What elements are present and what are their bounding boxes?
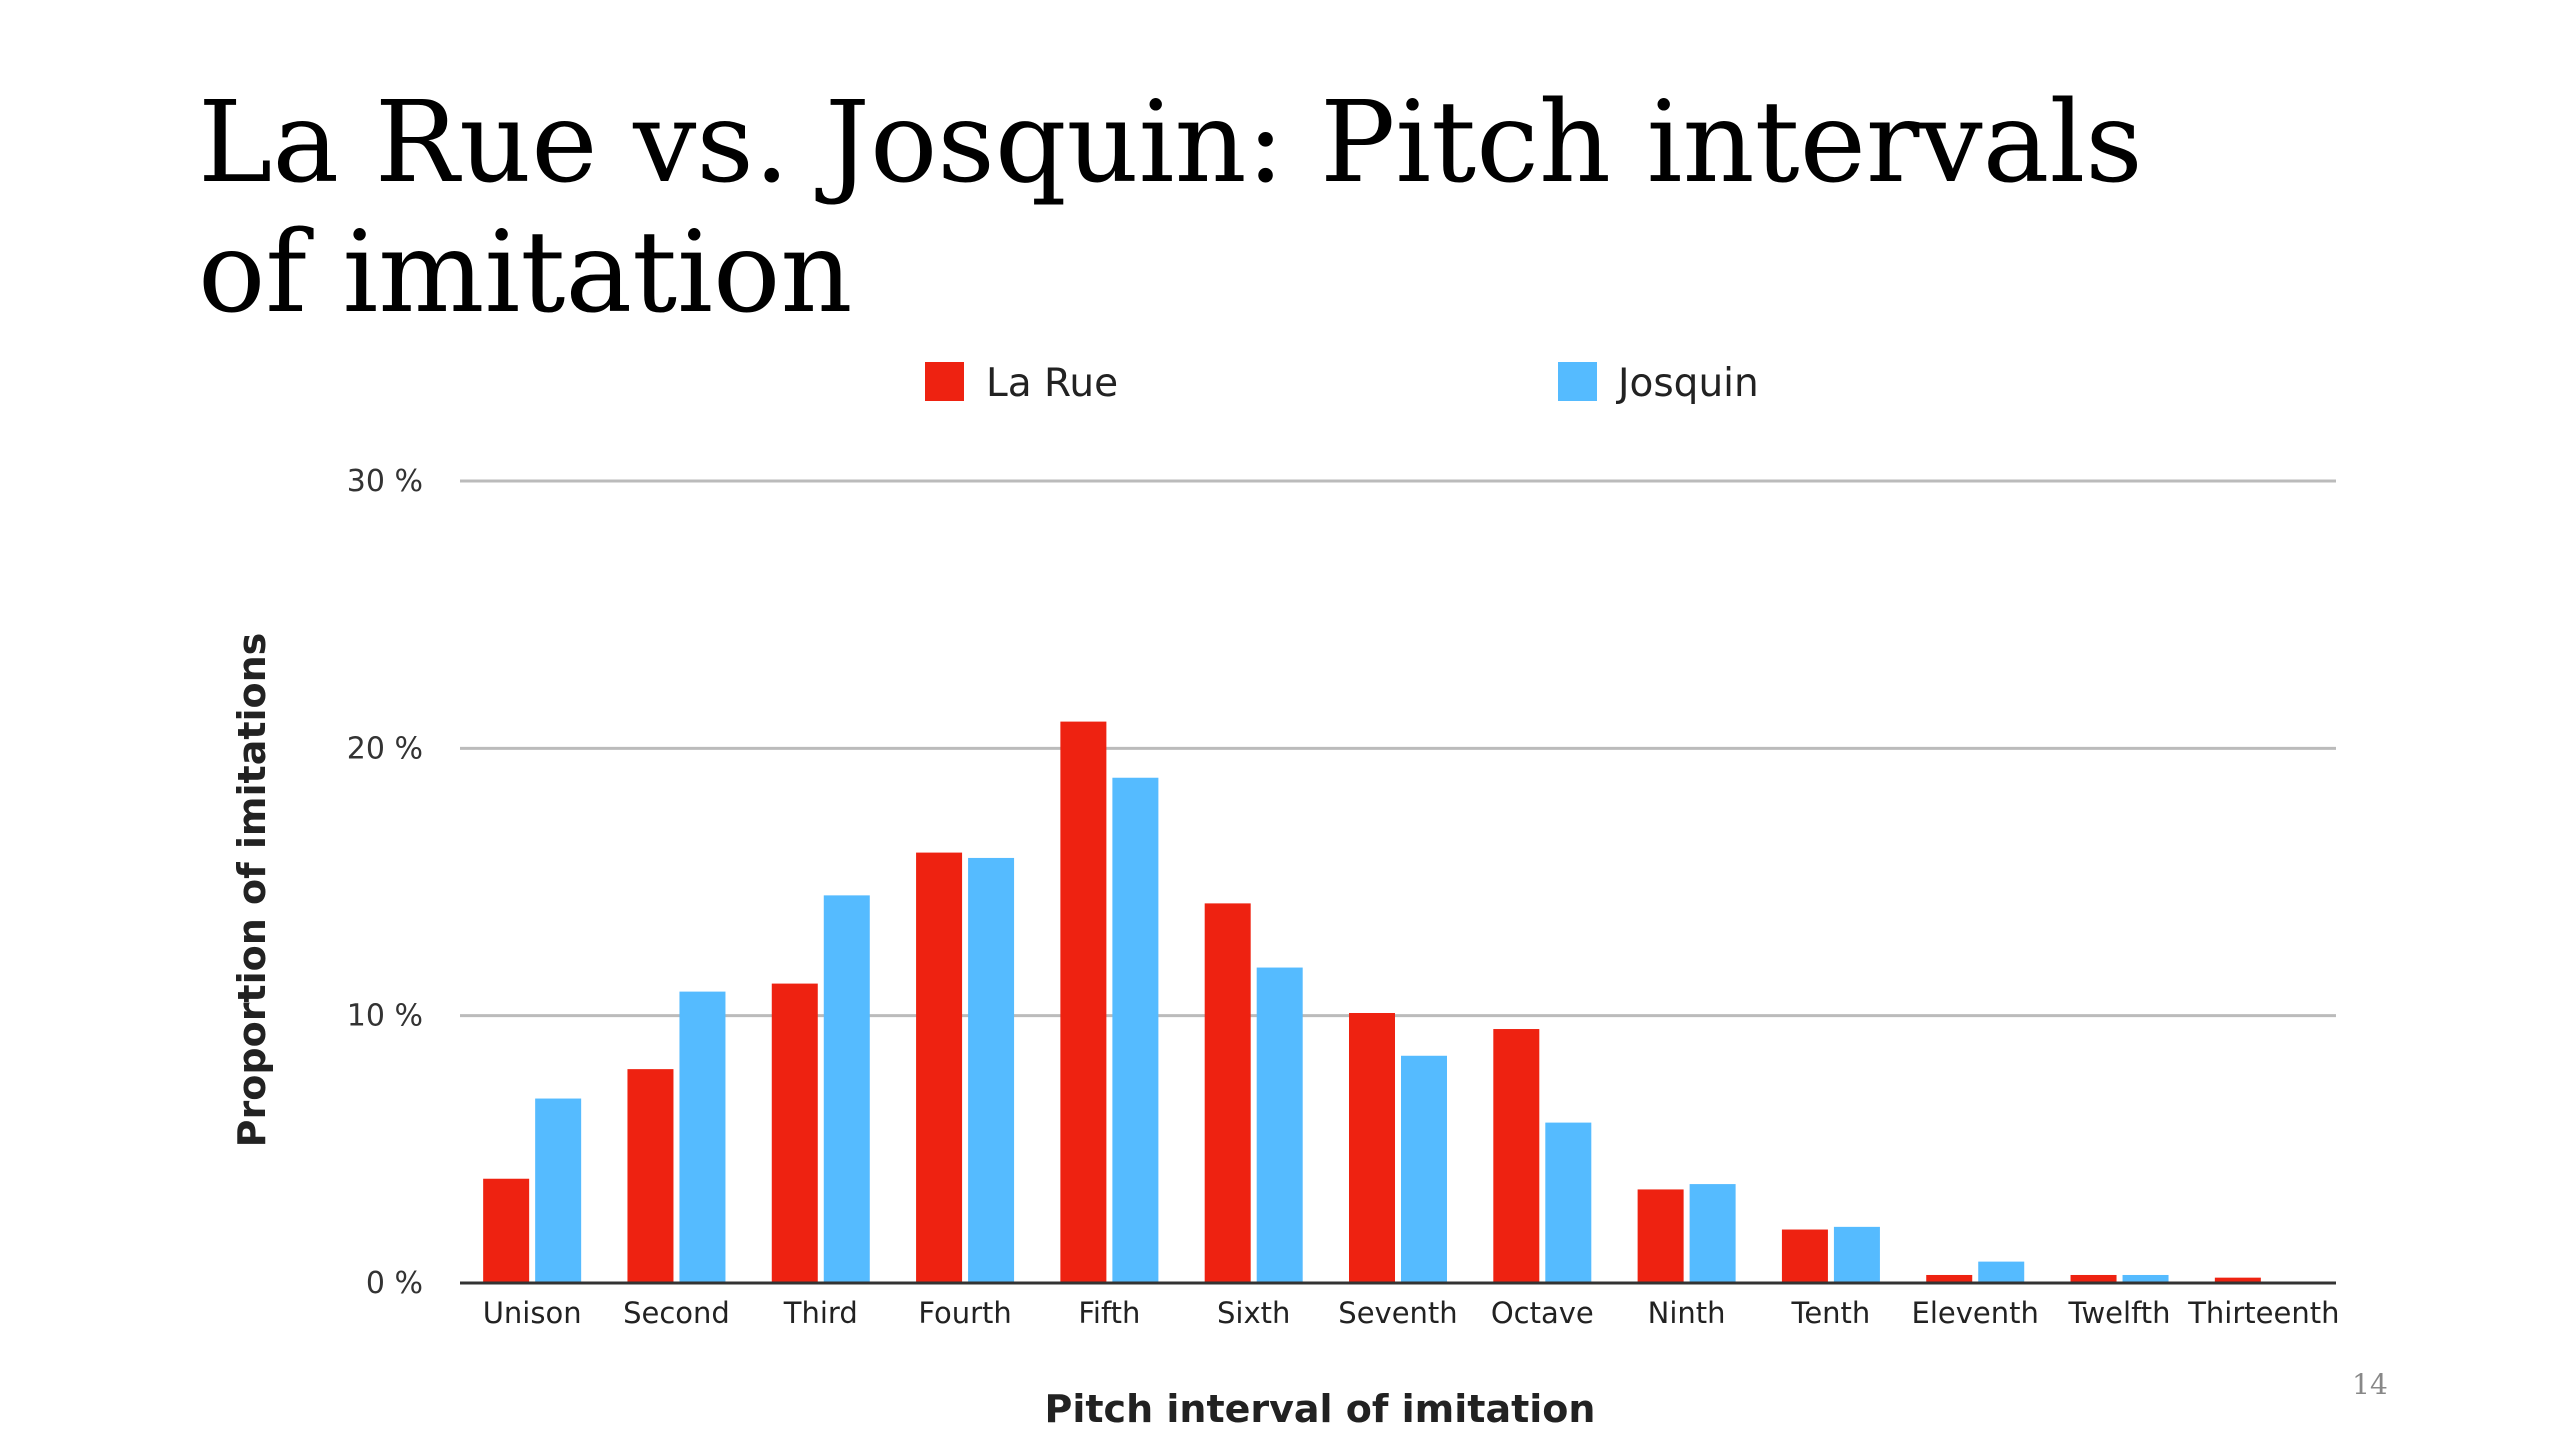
bar-josquin-octave	[1545, 1122, 1592, 1283]
bar-la-rue-twelfth	[2070, 1274, 2117, 1283]
y-tick-label: 30 %	[347, 464, 423, 499]
bar-la-rue-tenth	[1781, 1229, 1828, 1283]
y-axis-title: Proportion of imitations	[230, 633, 274, 1148]
x-category-label: Fifth	[1078, 1296, 1140, 1330]
y-tick-label: 10 %	[347, 999, 423, 1034]
chart-legend: La Rue Josquin	[925, 361, 1759, 406]
bar-josquin-third	[823, 895, 870, 1283]
bar-josquin-twelfth	[2122, 1274, 2169, 1283]
x-category-label: Ninth	[1648, 1296, 1726, 1330]
y-tick-labels: 0 % 10 % 20 % 30 %	[347, 464, 423, 1301]
bar-josquin-second	[679, 991, 726, 1283]
bars	[460, 721, 2336, 1285]
legend-swatch-josquin	[1558, 362, 1597, 401]
x-category-labels: Unison Second Third Fourth Fifth Sixth Seventh…	[483, 1296, 2340, 1330]
x-category-label: Sixth	[1217, 1296, 1290, 1330]
bar-josquin-ninth	[1689, 1184, 1736, 1283]
bar-la-rue-unison	[483, 1178, 530, 1283]
bar-la-rue-seventh	[1349, 1012, 1395, 1283]
bar-la-rue-fifth	[1060, 721, 1107, 1283]
legend-swatch-la-rue	[925, 362, 964, 401]
bar-la-rue-octave	[1493, 1029, 1540, 1283]
legend-label-josquin: Josquin	[1615, 361, 1759, 406]
x-category-label: Seventh	[1338, 1296, 1457, 1330]
slide-number: 14	[2352, 1368, 2388, 1401]
bar-la-rue-eleventh	[1926, 1274, 1973, 1283]
x-category-label: Octave	[1491, 1296, 1594, 1330]
grid-lines	[460, 479, 2336, 1285]
x-category-label: Second	[623, 1296, 730, 1330]
bar-la-rue-fourth	[916, 852, 963, 1283]
x-category-label: Fourth	[918, 1296, 1011, 1330]
x-axis-title: Pitch interval of imitation	[1045, 1387, 1596, 1431]
bar-la-rue-thirteenth	[2214, 1277, 2261, 1283]
x-category-label: Eleventh	[1912, 1296, 2039, 1330]
x-category-label: Tenth	[1791, 1296, 1871, 1330]
bar-josquin-fifth	[1112, 777, 1159, 1283]
bar-josquin-sixth	[1256, 967, 1303, 1283]
y-tick-label: 20 %	[347, 731, 423, 766]
bar-la-rue-second	[627, 1069, 674, 1283]
y-tick-label: 0 %	[366, 1266, 423, 1301]
bar-la-rue-sixth	[1204, 903, 1251, 1283]
legend-label-la-rue: La Rue	[986, 361, 1118, 406]
x-category-label: Thirteenth	[2187, 1296, 2339, 1330]
x-category-label: Third	[783, 1296, 858, 1330]
bar-josquin-seventh	[1401, 1055, 1447, 1283]
bar-josquin-unison	[535, 1098, 582, 1283]
slide-title: La Rue vs. Josquin: Pitch intervals of i…	[198, 78, 2143, 338]
bar-josquin-eleventh	[1978, 1261, 2025, 1283]
x-category-label: Twelfth	[2068, 1296, 2171, 1330]
bar-la-rue-third	[771, 983, 818, 1283]
bar-josquin-fourth	[968, 857, 1015, 1283]
bar-josquin-tenth	[1833, 1226, 1880, 1283]
bar-la-rue-ninth	[1637, 1189, 1684, 1283]
x-category-label: Unison	[483, 1296, 582, 1330]
